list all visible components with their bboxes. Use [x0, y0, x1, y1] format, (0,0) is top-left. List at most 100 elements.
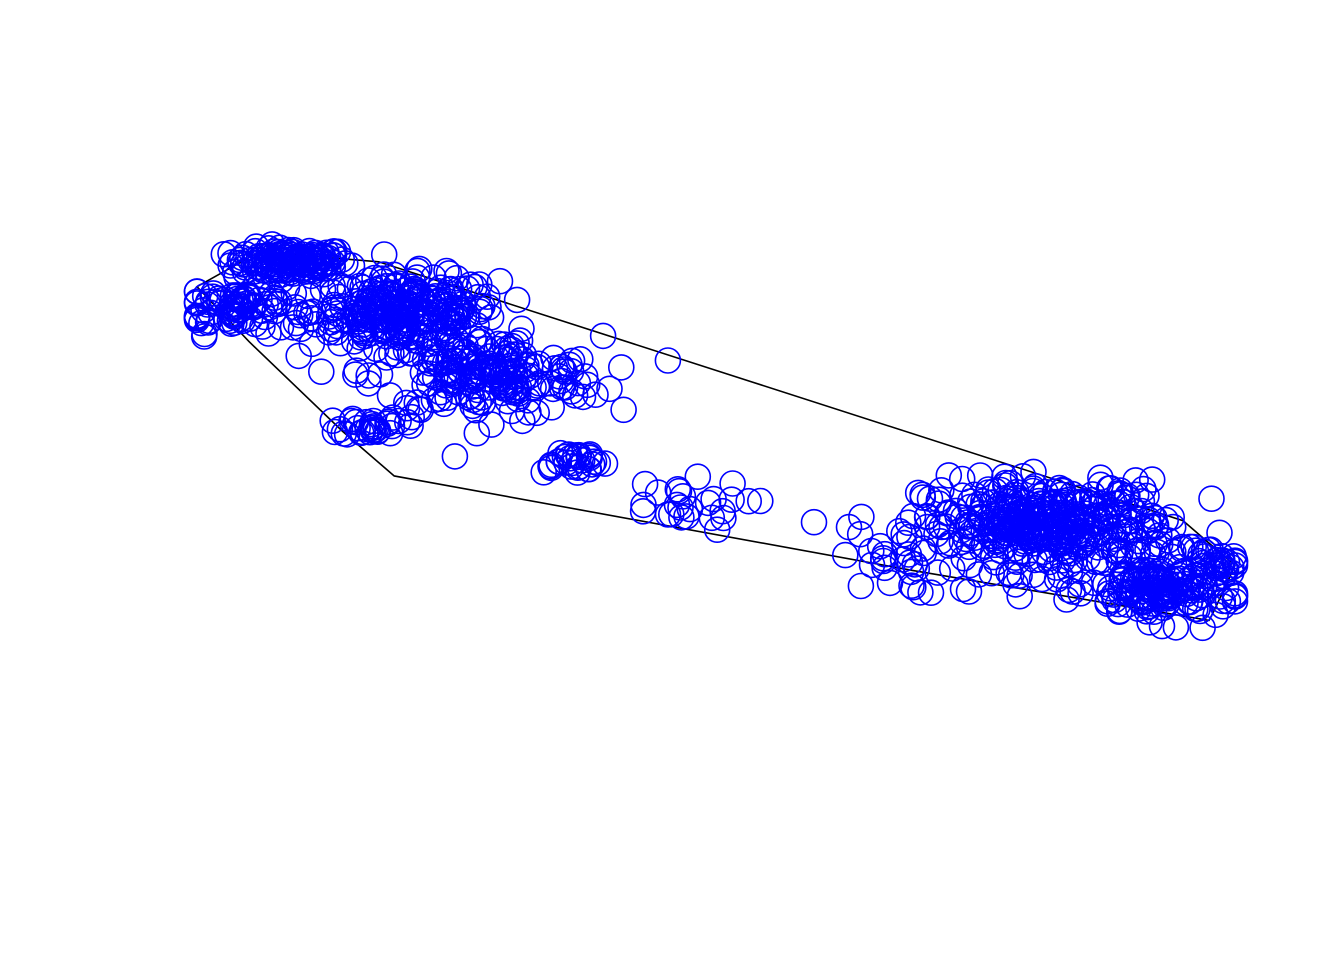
data-point	[910, 539, 938, 567]
data-point	[630, 491, 657, 519]
data-point	[1142, 574, 1169, 601]
data-point	[1162, 614, 1190, 641]
data-point	[1016, 523, 1043, 551]
data-point	[1213, 548, 1241, 576]
data-point	[425, 318, 452, 345]
data-point	[1092, 570, 1119, 598]
data-point	[1122, 467, 1149, 494]
data-point	[210, 241, 238, 268]
data-point	[314, 244, 342, 272]
data-point	[445, 275, 473, 303]
data-point	[957, 493, 984, 521]
data-point	[958, 519, 985, 547]
data-point	[847, 572, 875, 600]
data-point	[1144, 560, 1172, 588]
data-point	[1041, 507, 1069, 535]
data-point	[949, 575, 977, 603]
data-point	[450, 339, 478, 366]
data-point	[596, 375, 623, 403]
data-point	[923, 520, 950, 548]
data-point	[441, 443, 469, 470]
data-point	[433, 257, 460, 285]
data-point	[580, 448, 608, 476]
data-point	[1054, 537, 1081, 565]
data-point	[591, 450, 619, 477]
data-point	[965, 561, 993, 588]
data-point	[356, 304, 384, 331]
data-point	[1011, 527, 1038, 555]
data-point	[589, 322, 617, 350]
data-point	[1006, 582, 1034, 610]
data-point	[676, 495, 704, 523]
data-point	[718, 486, 745, 514]
data-point	[328, 292, 356, 320]
data-point	[183, 290, 211, 317]
data-point	[898, 572, 925, 600]
data-point	[1074, 544, 1101, 572]
data-point	[285, 342, 313, 370]
data-point	[551, 443, 579, 471]
data-point	[457, 271, 484, 299]
data-point	[384, 319, 412, 347]
data-point	[950, 544, 978, 572]
data-point	[465, 328, 493, 356]
data-point	[393, 318, 421, 345]
data-point	[904, 479, 932, 507]
data-point	[359, 414, 386, 442]
data-point	[422, 344, 450, 371]
data-point	[393, 408, 421, 436]
data-point	[913, 513, 941, 541]
data-point	[629, 497, 657, 525]
data-point	[490, 374, 517, 402]
data-point	[1112, 571, 1139, 599]
data-point	[569, 383, 597, 411]
data-point	[938, 555, 966, 582]
data-point	[183, 302, 211, 330]
data-point	[530, 458, 558, 486]
data-point	[1148, 578, 1176, 606]
data-point	[219, 282, 247, 309]
data-point	[1002, 571, 1029, 598]
data-point	[392, 309, 419, 337]
data-point	[925, 486, 953, 514]
data-point	[523, 353, 551, 381]
data-point	[1020, 458, 1047, 486]
data-point	[684, 463, 712, 491]
data-point	[968, 534, 996, 562]
data-point	[223, 264, 250, 291]
data-point	[554, 441, 582, 469]
data-point	[508, 407, 536, 435]
data-point	[952, 525, 980, 553]
data-point	[654, 347, 682, 374]
data-point	[966, 462, 994, 489]
data-point	[978, 559, 1006, 587]
data-point	[1015, 500, 1043, 528]
data-point	[1214, 587, 1242, 615]
data-point	[284, 298, 312, 326]
data-point	[1101, 525, 1129, 553]
data-point	[668, 504, 695, 531]
data-point	[607, 354, 635, 381]
data-point	[188, 309, 215, 337]
data-point	[1158, 503, 1185, 531]
data-point	[469, 325, 496, 353]
data-point	[319, 407, 347, 435]
data-point	[894, 509, 922, 537]
data-point	[349, 318, 377, 345]
data-point	[545, 363, 573, 390]
data-point	[486, 365, 514, 392]
data-point	[1002, 544, 1029, 572]
data-point	[415, 300, 443, 328]
data-point	[1113, 514, 1140, 542]
data-point	[1067, 579, 1094, 607]
data-point	[482, 358, 510, 386]
data-point	[746, 487, 774, 515]
data-point	[1141, 530, 1168, 558]
data-point	[376, 280, 404, 308]
data-point	[955, 578, 983, 605]
data-point	[421, 364, 449, 391]
data-point	[997, 493, 1024, 521]
data-point	[1189, 614, 1216, 642]
data-point	[370, 261, 398, 288]
